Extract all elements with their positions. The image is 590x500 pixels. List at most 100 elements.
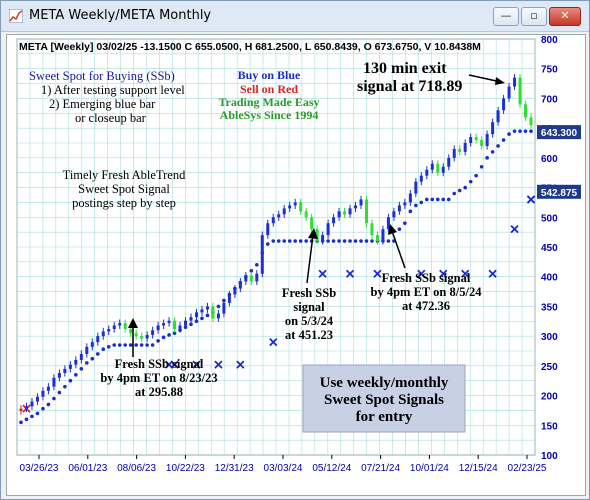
support-dot [271,239,276,243]
price-bar [129,329,133,334]
y-tick-label: 300 [541,332,558,343]
price-bar [277,214,281,218]
price-bar [469,137,473,143]
price-bar [485,134,489,146]
x-mark [526,195,536,204]
timely-line-2: Sweet Spot Signal [78,182,170,196]
price-bar [260,235,264,274]
support-dot [518,129,522,133]
minimize-button[interactable]: — [493,7,519,26]
sweet-spot-line-3: 2) Emerging blue bar [49,97,156,111]
support-dot [74,372,78,377]
price-bar [397,205,401,212]
price-bar [370,223,374,236]
price-bar [375,235,379,242]
price-bar [414,181,418,194]
support-dot [200,316,204,321]
support-dot [265,242,270,246]
x-mark [417,269,426,278]
price-bar [233,288,237,295]
support-dot [326,239,330,243]
support-dot [57,390,62,395]
support-dot [331,239,336,243]
sweet-spot-line-4: or closeup bar [75,111,147,125]
support-dot [304,239,308,243]
price-bar [354,205,358,209]
price-bar [458,148,462,152]
price-bar [408,193,412,203]
price-bar [480,140,484,146]
x-mark [170,360,179,369]
buy-on-blue: Buy on Blue [238,68,301,82]
support-dot [30,414,34,419]
support-dot [496,144,500,148]
price-bar [101,331,105,337]
timely-line-3: postings step by step [72,196,176,210]
ssb2-line-2: signal [293,300,325,314]
price-tag-box [537,184,581,199]
x-tick-label: 05/12/24 [312,463,351,474]
support-dot [85,361,89,365]
support-dot [485,156,489,160]
sweet-spot-line-1: Sweet Spot for Buying (SSb) [29,69,175,83]
price-bar [151,330,155,335]
price-bar [178,325,182,330]
price-bar [74,359,78,365]
price-bar [205,306,209,310]
y-tick-label: 800 [541,35,558,46]
price-bar [63,368,67,373]
x-mark [236,360,245,369]
support-dot [161,335,166,340]
price-bar [222,302,226,314]
support-dot [353,239,358,243]
support-dot [282,239,287,243]
support-dot [430,197,435,202]
window-title: META Weekly/META Monthly [29,8,212,23]
ssb3-line-2: by 4pm ET on 8/5/24 [371,285,483,299]
x-mark [269,337,278,347]
x-mark [439,269,448,278]
x-tick-label: 10/22/23 [166,463,205,474]
support-dot [293,239,297,243]
close-button[interactable]: ✕ [549,7,581,26]
sell-on-red: Sell on Red [240,82,298,96]
price-bar [332,217,336,224]
support-dot [507,132,511,136]
price-bar [293,202,297,206]
price-bar [337,211,341,218]
price-bar [85,346,89,354]
support-dot [435,197,440,202]
price-chart[interactable]: 1001502002503003504004505005506006507007… [7,35,585,495]
y-tick-label: 200 [541,392,558,403]
header-info: META [Weekly] 03/02/25 -13.1500 C 655.05… [19,41,481,53]
support-dot [106,345,111,349]
support-dot [342,239,347,243]
support-dot [348,239,352,243]
title-bar[interactable]: META Weekly/META Monthly — ▫ ✕ [1,1,589,32]
price-bar [19,408,23,412]
ssb1-line-2: by 4pm ET on 8/23/23 [100,371,217,385]
maximize-button[interactable]: ▫ [521,7,547,26]
y-tick-label: 150 [541,421,558,432]
support-dot [41,406,45,411]
price-bar [348,208,352,215]
ssb2-annotation: Fresh SSb signal on 5/3/24 at 451.23 [282,228,336,342]
support-dot [337,239,341,243]
support-dot [446,197,451,202]
price-bar [419,175,423,182]
price-bar [447,157,451,167]
entry-box: Use weekly/monthly Sweet Spot Signals fo… [302,364,466,433]
ssb2-line-1: Fresh SSb [282,286,336,300]
support-dot [205,313,210,318]
chart-area[interactable]: 1001502002503003504004505005506006507007… [6,34,586,496]
price-bar [436,163,440,173]
price-bar [310,217,314,230]
ssb3-line-1: Fresh SSb signal [382,271,471,285]
y-tick-label: 100 [541,451,558,462]
x-tick-label: 03/03/24 [264,463,303,474]
price-tag-box [537,125,581,140]
price-bar [68,364,72,369]
price-bar [403,202,407,206]
price-bar [249,275,253,282]
support-dot [457,188,462,193]
